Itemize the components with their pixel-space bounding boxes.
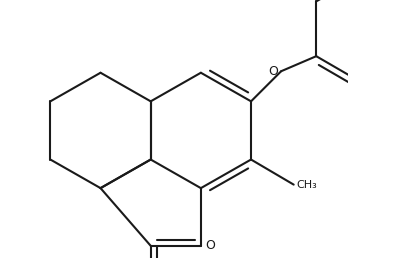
Text: O: O (205, 239, 215, 252)
Text: CH₃: CH₃ (297, 180, 317, 190)
Text: O: O (268, 65, 278, 78)
